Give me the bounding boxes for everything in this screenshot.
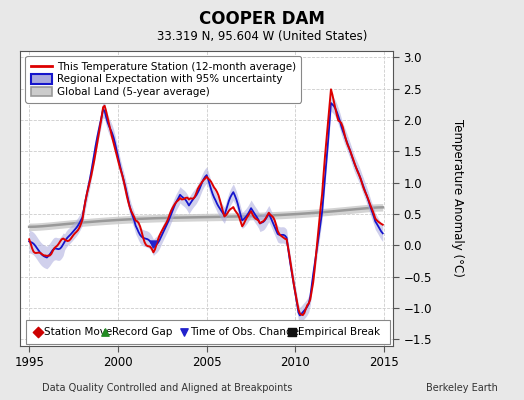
Point	[34, 329, 42, 336]
Text: Berkeley Earth: Berkeley Earth	[426, 383, 498, 393]
Text: Empirical Break: Empirical Break	[298, 328, 380, 338]
Text: Time of Obs. Change: Time of Obs. Change	[190, 328, 299, 338]
Text: 33.319 N, 95.604 W (United States): 33.319 N, 95.604 W (United States)	[157, 30, 367, 43]
Text: Record Gap: Record Gap	[112, 328, 172, 338]
Y-axis label: Temperature Anomaly (°C): Temperature Anomaly (°C)	[452, 119, 464, 277]
FancyBboxPatch shape	[26, 320, 389, 344]
Text: Data Quality Controlled and Aligned at Breakpoints: Data Quality Controlled and Aligned at B…	[42, 383, 292, 393]
Point	[149, 241, 158, 247]
Text: COOPER DAM: COOPER DAM	[199, 10, 325, 28]
Legend: This Temperature Station (12-month average), Regional Expectation with 95% uncer: This Temperature Station (12-month avera…	[26, 56, 301, 102]
Point	[288, 329, 296, 336]
Point	[101, 329, 110, 336]
Point	[179, 329, 188, 336]
Text: Station Move: Station Move	[44, 328, 113, 338]
